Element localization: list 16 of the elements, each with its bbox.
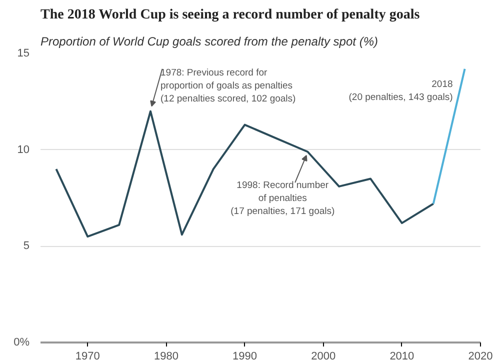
y-tick-label: 10 (17, 144, 30, 156)
annotation: 2018 (20 penalties, 143 goals) (348, 78, 453, 104)
chart-title: The 2018 World Cup is seeing a record number of penalty goals (40, 8, 420, 22)
x-tick-label: 1980 (154, 350, 178, 362)
x-tick-label: 2000 (311, 350, 336, 362)
x-tick-label: 2010 (390, 350, 414, 362)
x-tick-label: 2020 (468, 350, 493, 362)
annotation: 1998: Record number of penalties (17 penalties, 171 goals) (230, 180, 335, 218)
x-tick-label: 1970 (75, 350, 100, 362)
line-series (55, 110, 434, 238)
chart-subtitle: Proportion of World Cup goals scored from the penalty spot (%) (40, 34, 378, 48)
x-tick-label: 1990 (232, 350, 258, 362)
y-tick-label: 0% (14, 336, 30, 348)
y-tick-label: 15 (17, 48, 30, 60)
y-tick-label: 5 (23, 240, 30, 252)
annotation: 1978: Previous record for proportion of goals as penalties (12 penalties scored, 102 goals) (160, 67, 296, 105)
